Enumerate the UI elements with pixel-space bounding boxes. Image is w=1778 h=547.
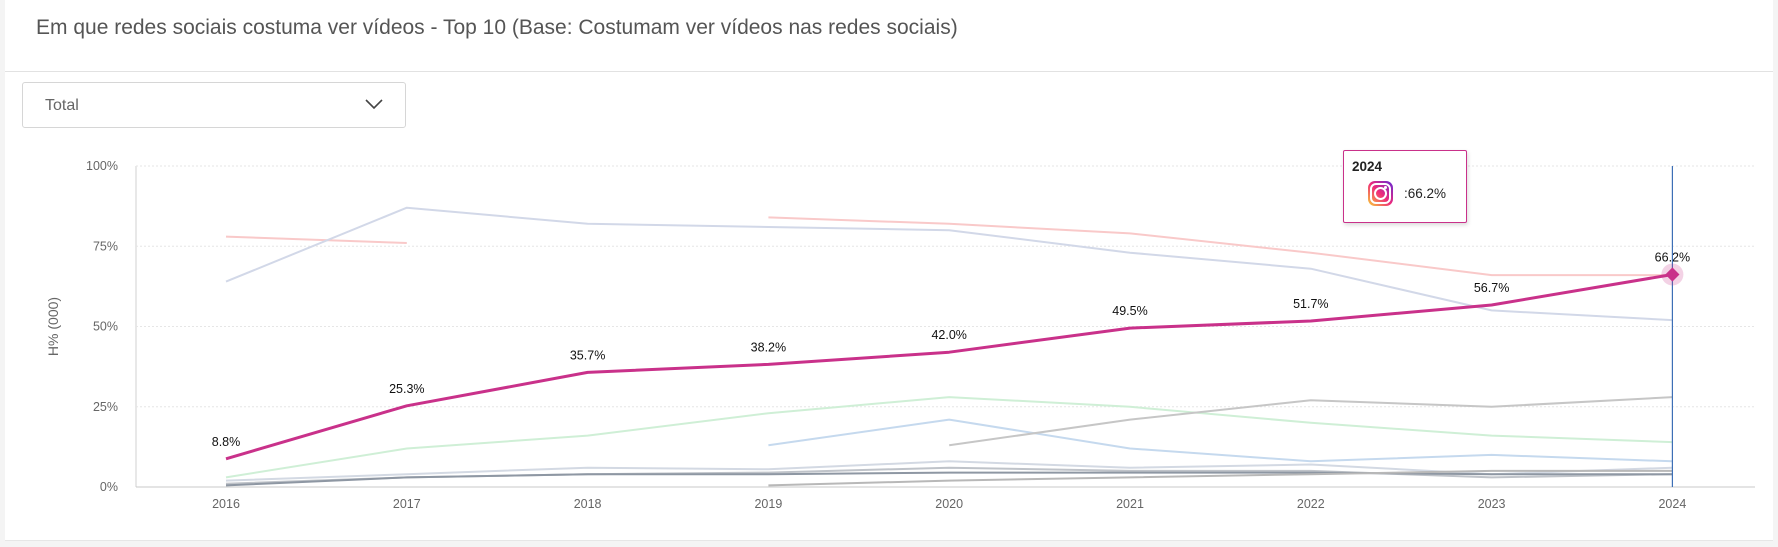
series-line-instagram <box>225 273 1673 461</box>
instagram-icon <box>1368 181 1393 206</box>
x-tick-label: 2021 <box>1116 497 1144 511</box>
data-label: 49.5% <box>1112 304 1147 318</box>
data-label: 38.2% <box>751 340 786 354</box>
data-label: 35.7% <box>570 348 605 362</box>
hover-marker <box>1665 267 1680 282</box>
segment-dropdown-value: Total <box>45 97 79 114</box>
series-line <box>225 471 1673 487</box>
x-tick-label: 2016 <box>212 497 240 511</box>
x-tick-label: 2018 <box>574 497 602 511</box>
series-line <box>225 216 1673 277</box>
x-tick-label: 2020 <box>935 497 963 511</box>
tooltip-value: :66.2% <box>1404 186 1447 201</box>
title-divider <box>5 71 1773 72</box>
y-tick-label: 25% <box>93 400 118 414</box>
x-tick-label: 2023 <box>1478 497 1506 511</box>
series-line <box>768 469 1673 487</box>
series-line <box>949 396 1673 447</box>
segment-dropdown[interactable]: Total <box>22 82 406 128</box>
y-tick-label: 100% <box>86 159 118 173</box>
data-label: 42.0% <box>931 328 966 342</box>
data-label: 51.7% <box>1293 297 1328 311</box>
data-label: 56.7% <box>1474 281 1509 295</box>
data-label: 8.8% <box>212 435 241 449</box>
y-tick-label: 0% <box>100 480 118 494</box>
tooltip-year: 2024 <box>1352 159 1383 174</box>
chart-tooltip: 2024 :66.2% <box>1343 150 1467 223</box>
y-tick-label: 75% <box>93 239 118 253</box>
chevron-down-icon <box>365 99 383 110</box>
chart-title: Em que redes sociais costuma ver vídeos … <box>36 16 958 39</box>
y-tick-label: 50% <box>93 320 118 334</box>
series-line <box>768 418 1673 463</box>
x-tick-label: 2022 <box>1297 497 1325 511</box>
series-line <box>225 460 1673 482</box>
x-tick-label: 2024 <box>1658 497 1686 511</box>
series-line <box>225 396 1673 479</box>
series-line <box>225 206 1673 322</box>
y-axis-title: H% (000) <box>45 297 61 356</box>
x-tick-label: 2019 <box>754 497 782 511</box>
x-tick-label: 2017 <box>393 497 421 511</box>
data-label: 25.3% <box>389 382 424 396</box>
